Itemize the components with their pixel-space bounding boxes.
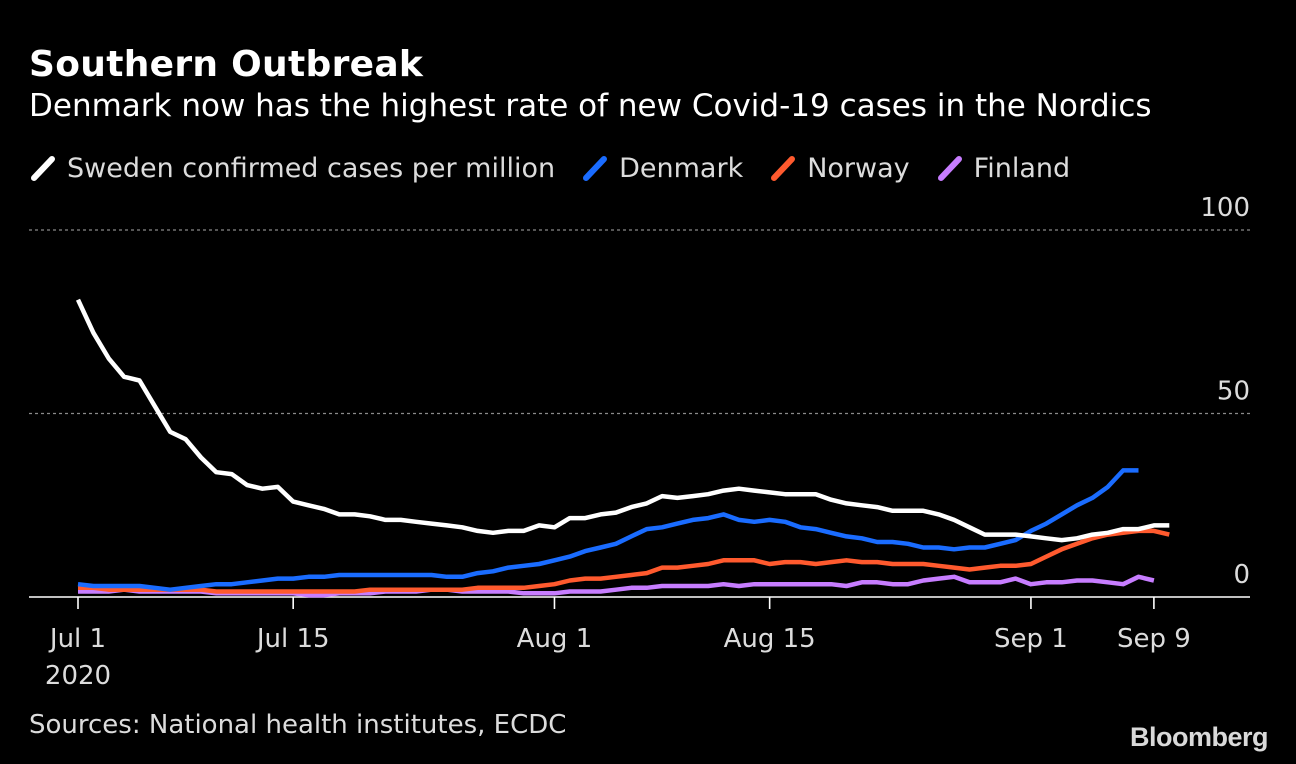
x-tick-label: Sep 1	[994, 624, 1068, 654]
bloomberg-logo: Bloomberg	[1129, 722, 1269, 752]
x-tick-label: Aug 1	[517, 624, 593, 654]
x-tick-sublabel: 2020	[45, 661, 111, 691]
chart-title: Southern Outbreak	[29, 44, 424, 85]
legend-swatch-finland	[937, 156, 962, 181]
y-tick-label: 100	[1200, 193, 1250, 223]
x-tick-label: Jul 1	[48, 624, 106, 654]
legend-item-sweden: Sweden confirmed cases per million	[29, 153, 555, 184]
chart-subtitle: Denmark now has the highest rate of new …	[29, 88, 1152, 124]
legend-label-denmark: Denmark	[619, 152, 744, 184]
legend-swatch-norway	[771, 156, 796, 181]
legend-swatch-sweden	[31, 156, 55, 181]
x-tick-label: Jul 15	[255, 624, 330, 654]
legend-swatch-denmark	[583, 156, 608, 181]
legend-label-sweden: Sweden confirmed cases per million	[67, 152, 556, 184]
legend-label-finland: Finland	[973, 152, 1071, 184]
x-tick-label: Sep 9	[1117, 624, 1191, 654]
series-line-norway	[78, 528, 1170, 594]
legend-label-norway: Norway	[807, 152, 910, 184]
y-tick-label: 0	[1233, 560, 1250, 590]
legend: Sweden confirmed cases per million Denma…	[29, 150, 1096, 186]
x-tick-label: Aug 15	[724, 624, 816, 654]
legend-item-denmark: Denmark	[581, 153, 743, 184]
source-note: Sources: National health institutes, ECD…	[29, 710, 567, 740]
series-line-denmark	[77, 468, 1139, 592]
legend-item-finland: Finland	[936, 153, 1070, 184]
series-line-sweden	[75, 298, 1170, 543]
legend-item-norway: Norway	[769, 152, 910, 184]
y-tick-label: 50	[1217, 377, 1250, 407]
